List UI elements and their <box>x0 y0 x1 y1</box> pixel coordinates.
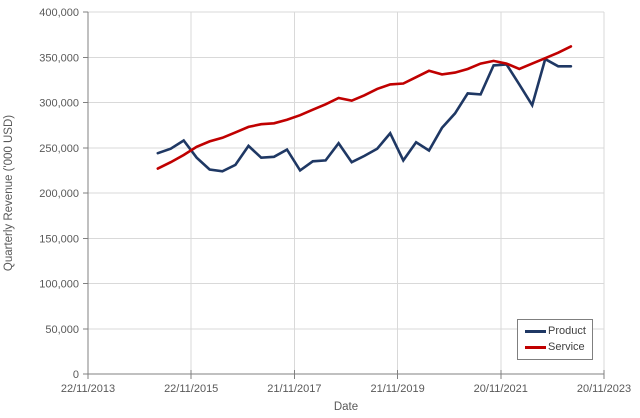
y-tick-label: 350,000 <box>39 52 79 64</box>
legend-item-service: Service <box>525 342 592 353</box>
x-tick-label: 21/11/2019 <box>370 383 424 395</box>
y-tick-label: 0 <box>73 369 79 381</box>
x-tick-label: 22/11/2013 <box>61 383 115 395</box>
legend-label: Product <box>548 325 586 337</box>
product-line-swatch-icon <box>525 330 546 333</box>
y-tick-label: 50,000 <box>45 324 79 336</box>
x-tick-label: 20/11/2021 <box>474 383 528 395</box>
y-tick-label: 100,000 <box>39 279 79 291</box>
legend: Product Service <box>517 319 593 360</box>
legend-item-product: Product <box>525 326 592 337</box>
service-line-swatch-icon <box>525 346 546 349</box>
y-axis-title: Quarterly Revenue ('000 USD) <box>3 114 15 272</box>
y-tick-label: 250,000 <box>39 143 79 155</box>
y-tick-label: 400,000 <box>39 7 79 19</box>
y-tick-label: 150,000 <box>39 233 79 245</box>
legend-label: Service <box>548 341 585 353</box>
x-axis-title: Date <box>333 401 359 413</box>
x-tick-label: 22/11/2015 <box>164 383 218 395</box>
y-tick-label: 200,000 <box>39 188 79 200</box>
x-tick-label: 20/11/2023 <box>577 383 631 395</box>
x-tick-label: 21/11/2017 <box>267 383 321 395</box>
series-line-service <box>156 45 573 170</box>
y-tick-label: 300,000 <box>39 98 79 110</box>
series-line-product <box>156 57 573 173</box>
